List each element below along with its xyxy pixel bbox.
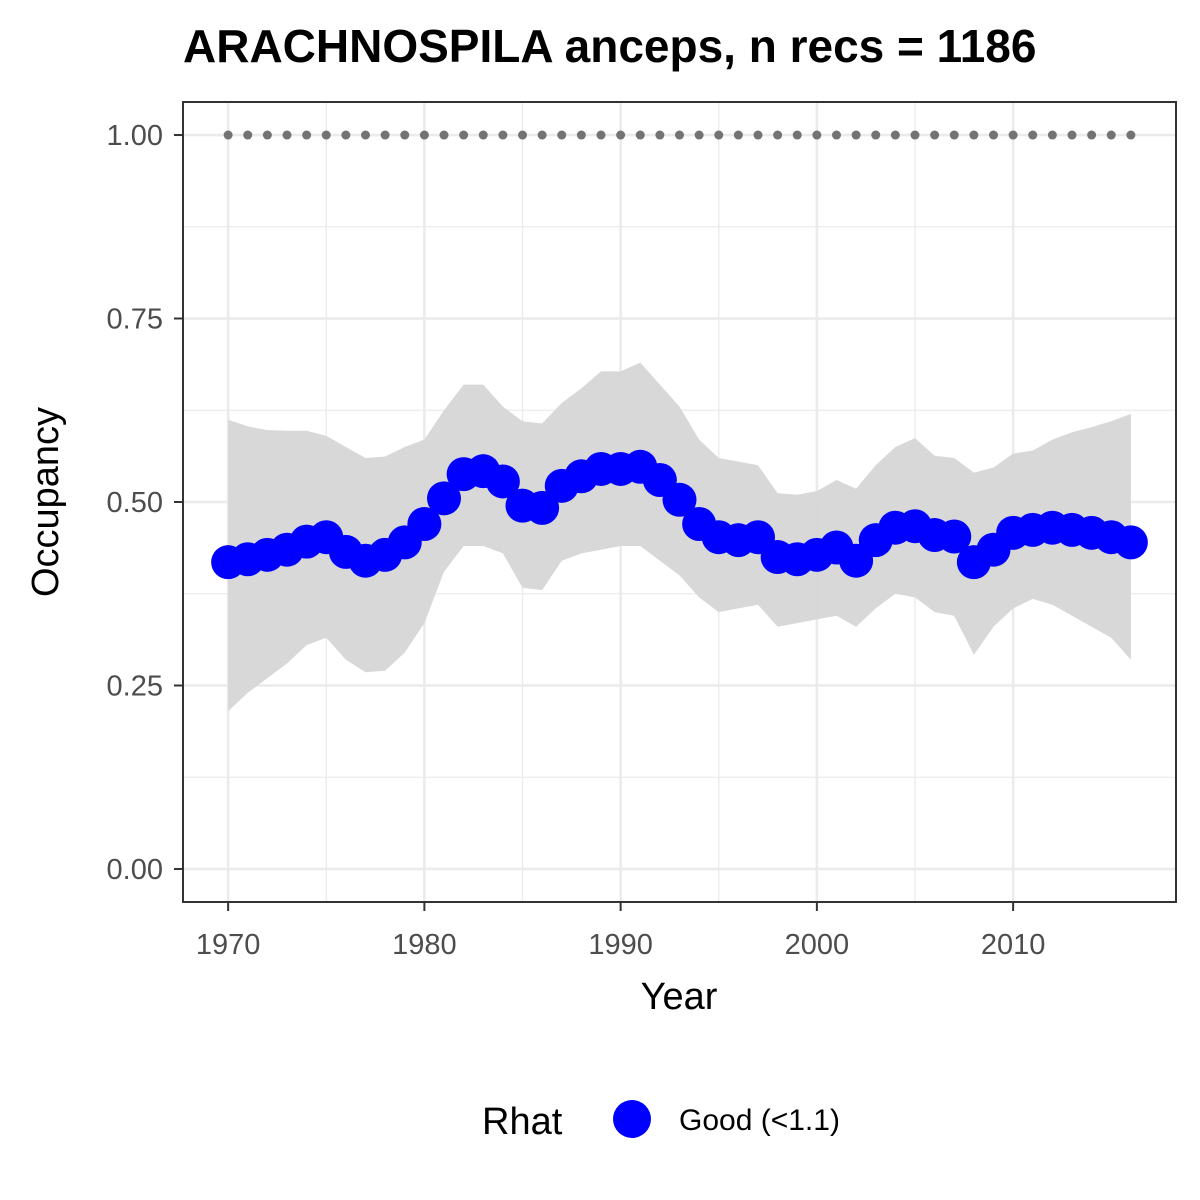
reference-point (655, 130, 665, 140)
reference-point (478, 130, 488, 140)
reference-point (1067, 130, 1077, 140)
reference-point (890, 130, 900, 140)
reference-point (282, 130, 292, 140)
x-tick-label: 2000 (785, 929, 850, 961)
y-tick-label: 0.75 (107, 304, 163, 336)
reference-point (419, 130, 429, 140)
reference-point (459, 130, 469, 140)
reference-point (498, 130, 508, 140)
reference-point (302, 130, 312, 140)
data-point (407, 507, 442, 542)
reference-point (1028, 130, 1038, 140)
reference-point (910, 130, 920, 140)
confidence-ribbon (228, 362, 1131, 712)
reference-point (341, 130, 351, 140)
reference-point (439, 130, 449, 140)
data-point (662, 482, 697, 517)
y-tick-label: 1.00 (107, 120, 163, 152)
reference-point (243, 130, 253, 140)
reference-point (773, 130, 783, 140)
reference-point (988, 130, 998, 140)
x-axis-title: Year (641, 976, 718, 1018)
reference-point (400, 130, 410, 140)
legend-title: Rhat (482, 1101, 563, 1143)
data-point (427, 481, 462, 516)
reference-point (694, 130, 704, 140)
y-axis-title: Occupancy (25, 407, 67, 597)
reference-point (635, 130, 645, 140)
reference-point (969, 130, 979, 140)
legend-label-good: Good (<1.1) (679, 1104, 840, 1137)
x-axis: 1970 1980 1990 2000 2010 (196, 902, 1045, 961)
reference-point (1047, 130, 1057, 140)
reference-point (262, 130, 272, 140)
reference-point (518, 130, 528, 140)
reference-point (1106, 130, 1116, 140)
data-point (937, 519, 972, 554)
y-tick-label: 0.00 (107, 854, 163, 886)
x-tick-label: 1990 (588, 929, 653, 961)
legend-key-good (613, 1100, 651, 1138)
reference-point (1126, 130, 1136, 140)
x-tick-label: 1970 (196, 929, 261, 961)
x-tick-label: 2010 (981, 929, 1046, 961)
reference-point (223, 130, 233, 140)
reference-line (223, 130, 1136, 140)
reference-point (380, 130, 390, 140)
reference-point (361, 130, 371, 140)
reference-point (576, 130, 586, 140)
reference-point (557, 130, 567, 140)
reference-point (871, 130, 881, 140)
reference-point (714, 130, 724, 140)
y-axis: 0.00 0.25 0.50 0.75 1.00 (107, 120, 183, 886)
reference-point (831, 130, 841, 140)
reference-point (753, 130, 763, 140)
reference-point (596, 130, 606, 140)
reference-point (675, 130, 684, 140)
data-point (1113, 525, 1148, 560)
reference-point (733, 130, 743, 140)
y-tick-label: 0.50 (107, 487, 163, 519)
reference-point (537, 130, 547, 140)
reference-point (812, 130, 822, 140)
legend: Rhat Good (<1.1) (482, 1100, 840, 1143)
reference-point (930, 130, 940, 140)
x-tick-label: 1980 (392, 929, 457, 961)
occupancy-series (211, 449, 1148, 580)
reference-point (949, 130, 959, 140)
reference-point (321, 130, 331, 140)
reference-point (616, 130, 626, 140)
reference-point (1008, 130, 1018, 140)
reference-point (1087, 130, 1097, 140)
chart-title: ARACHNOSPILA anceps, n recs = 1186 (183, 20, 1036, 72)
y-tick-label: 0.25 (107, 670, 163, 702)
data-point (485, 464, 520, 499)
reference-point (792, 130, 802, 140)
reference-point (851, 130, 861, 140)
ribbon-band (228, 362, 1131, 712)
data-point (525, 490, 560, 525)
